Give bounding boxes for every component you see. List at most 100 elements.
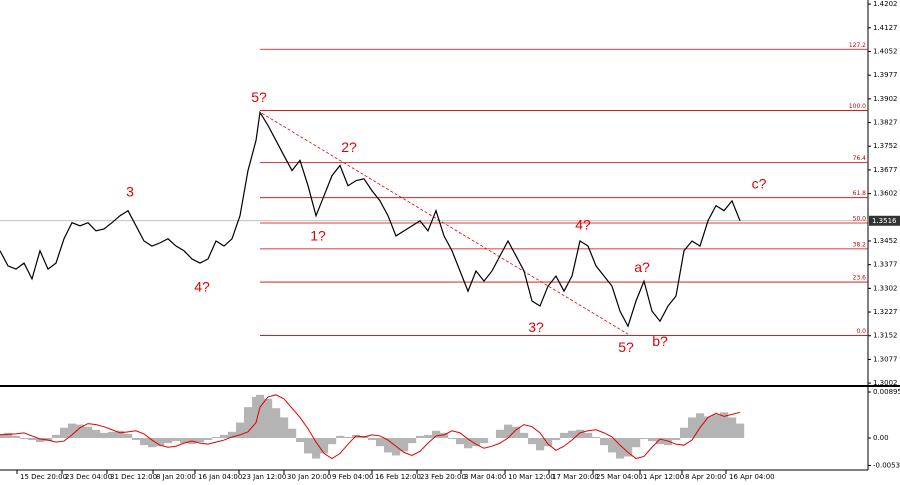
osc-bar [472, 437, 481, 447]
osc-bar [520, 432, 529, 438]
osc-bar [496, 429, 505, 438]
osc-bar [60, 427, 69, 438]
y-tick-label: 1.3452 [873, 237, 898, 245]
wave-label: 2? [341, 139, 357, 155]
osc-bar [132, 437, 141, 441]
x-tick-label: 3 Mar 04:00 [464, 473, 506, 481]
osc-bar [536, 437, 545, 451]
osc-bar [12, 435, 21, 438]
osc-bar [704, 416, 713, 438]
osc-bar [608, 437, 617, 453]
osc-bar [256, 394, 265, 438]
osc-bar [712, 414, 721, 438]
osc-bar [480, 437, 489, 444]
osc-bar [0, 433, 5, 438]
osc-bar [672, 437, 681, 441]
x-tick-label: 16 Feb 12:00 [375, 473, 421, 481]
osc-bar [172, 437, 181, 442]
osc-bar [44, 437, 53, 442]
wave-label: c? [752, 175, 767, 191]
osc-bar [560, 432, 569, 438]
osc-bar [416, 435, 425, 438]
osc-bar [696, 413, 705, 438]
osc-bar [544, 437, 553, 447]
osc-bar [648, 437, 657, 442]
osc-bar [344, 436, 353, 438]
osc-bar [440, 432, 449, 438]
osc-bar [384, 437, 393, 453]
wave-label: 3 [126, 183, 134, 199]
fib-label: 23.6 [853, 275, 867, 282]
osc-bar [424, 434, 433, 438]
osc-bar [328, 437, 337, 445]
y-tick-label: 1.4052 [873, 47, 898, 55]
y-tick-label: 1.3302 [873, 284, 898, 292]
y-tick-label: 1.4127 [873, 24, 898, 32]
x-tick-label: 23 Dec 04:00 [65, 473, 112, 481]
osc-bar [632, 437, 641, 448]
x-tick-label: 1 Apr 12:00 [643, 473, 684, 481]
osc-bar [376, 437, 385, 447]
osc-y-tick-label: -0.00534 [873, 461, 900, 469]
osc-bar [100, 432, 109, 438]
osc-bar [140, 437, 149, 446]
osc-bar [280, 417, 289, 438]
osc-bar [320, 437, 329, 454]
osc-bar [432, 430, 441, 438]
x-tick-label: 16 Apr 04:00 [729, 473, 775, 481]
osc-bar [236, 422, 245, 438]
osc-bar [92, 429, 101, 438]
osc-bar [408, 437, 417, 444]
osc-bar [688, 417, 697, 438]
x-tick-label: 8 Apr 20:00 [685, 473, 726, 481]
y-tick-label: 1.3227 [873, 308, 898, 316]
osc-bar [116, 430, 125, 438]
x-tick-label: 17 Mar 20:00 [552, 473, 599, 481]
x-tick-label: 9 Feb 04:00 [332, 473, 373, 481]
osc-bar [736, 423, 745, 438]
wave-label: a? [634, 259, 650, 275]
osc-bar [28, 437, 37, 441]
osc-bar [156, 437, 165, 447]
osc-bar [244, 407, 253, 438]
osc-bar [148, 437, 157, 448]
osc-bar [368, 437, 377, 441]
osc-bar [272, 408, 281, 438]
x-tick-label: 23 Feb 20:00 [420, 473, 466, 481]
osc-y-tick-label: 0.00895 [873, 388, 900, 396]
osc-bar [592, 436, 601, 438]
fib-label: 61.8 [853, 190, 867, 197]
osc-bar [108, 431, 117, 438]
osc-bar [640, 437, 649, 440]
wave-label: 4? [575, 217, 591, 233]
current-price-label: 1.3516 [872, 217, 897, 225]
osc-bar [304, 437, 313, 454]
y-tick-label: 1.3152 [873, 332, 898, 340]
fib-label: 76.4 [853, 155, 867, 162]
osc-bar [600, 437, 609, 446]
osc-bar [180, 437, 189, 444]
y-tick-label: 1.3002 [873, 379, 898, 387]
y-tick-label: 1.3377 [873, 261, 898, 269]
osc-signal-line [0, 394, 741, 460]
osc-bar [212, 436, 221, 438]
y-tick-label: 1.3977 [873, 71, 898, 79]
x-tick-label: 23 Jan 12:00 [242, 473, 286, 481]
osc-bar [728, 417, 737, 438]
osc-bar [204, 437, 213, 441]
x-tick-label: 31 Dec 12:00 [110, 473, 157, 481]
osc-bar [124, 433, 133, 438]
osc-bar [4, 432, 13, 438]
x-tick-label: 8 Jan 20:00 [156, 473, 196, 481]
osc-bar [288, 428, 297, 438]
osc-bar [220, 434, 229, 438]
osc-bar [528, 437, 537, 445]
fib-label: 38.2 [853, 241, 867, 248]
wave-label: 4? [194, 279, 210, 295]
osc-bar [680, 427, 689, 438]
x-tick-label: 30 Jan 20:00 [287, 473, 331, 481]
osc-bar [196, 437, 205, 443]
osc-bar [264, 398, 273, 438]
wave-label: b? [652, 333, 668, 349]
